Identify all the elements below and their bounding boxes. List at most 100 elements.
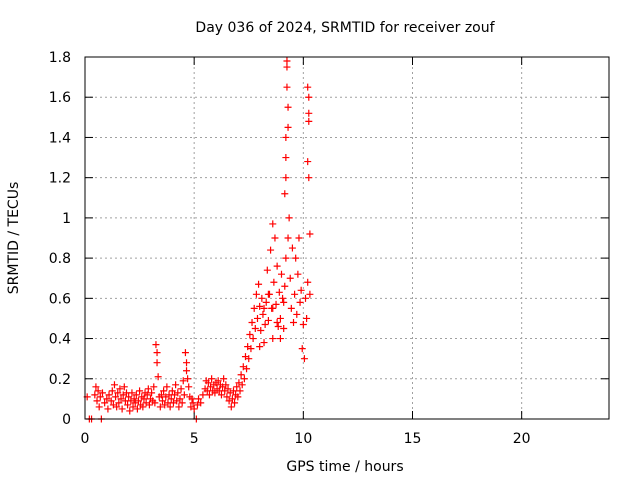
data-point — [222, 381, 230, 389]
data-point — [167, 395, 175, 403]
data-point — [258, 294, 266, 302]
data-point — [295, 234, 303, 242]
data-point — [101, 399, 109, 407]
data-point — [246, 331, 254, 339]
data-point — [271, 234, 279, 242]
data-point — [300, 355, 308, 363]
x-tick-label: 20 — [513, 431, 531, 447]
data-point — [116, 385, 124, 393]
data-point — [205, 391, 213, 399]
data-point — [275, 288, 283, 296]
data-point — [129, 403, 137, 411]
data-point — [292, 254, 300, 262]
data-point — [227, 403, 235, 411]
data-point — [249, 335, 257, 343]
data-point — [98, 389, 106, 397]
x-axis-label: GPS time / hours — [286, 459, 403, 475]
data-point — [259, 310, 267, 318]
data-point — [260, 339, 268, 347]
data-point — [95, 403, 103, 411]
data-point — [293, 310, 301, 318]
data-point — [152, 341, 160, 349]
data-point — [267, 246, 275, 254]
data-point — [156, 403, 164, 411]
data-point — [305, 109, 313, 117]
data-point — [128, 389, 136, 397]
data-point — [237, 371, 245, 379]
data-point — [304, 83, 312, 91]
y-tick-label: 0.8 — [49, 251, 71, 267]
data-point — [172, 381, 180, 389]
data-point — [276, 335, 284, 343]
data-point — [298, 345, 306, 353]
data-point — [112, 393, 120, 401]
data-point — [286, 274, 294, 282]
data-point — [126, 407, 134, 415]
data-point — [132, 391, 140, 399]
y-tick-label: 1 — [62, 211, 71, 227]
data-point — [274, 322, 282, 330]
chart-title: Day 036 of 2024, SRMTID for receiver zou… — [195, 20, 495, 36]
data-point — [208, 375, 216, 383]
data-point — [185, 383, 193, 391]
data-point — [180, 391, 188, 399]
data-point — [159, 397, 167, 405]
data-point — [220, 375, 228, 383]
tick-layer: 0 0.2 0.4 0.6 0.8 1 1.2 1.4 1.6 1.8 0 5 10 15 20 — [49, 50, 609, 447]
data-point — [238, 381, 246, 389]
x-tick-label: 10 — [294, 431, 312, 447]
data-point — [284, 234, 292, 242]
data-point — [283, 83, 291, 91]
data-point — [190, 405, 198, 413]
data-point — [270, 278, 278, 286]
data-point — [224, 385, 232, 393]
data-point — [103, 395, 111, 403]
data-point — [199, 391, 207, 399]
data-point — [231, 399, 239, 407]
y-tick-label: 0 — [62, 412, 71, 428]
data-point — [113, 403, 121, 411]
data-point — [303, 314, 311, 322]
data-point — [248, 318, 256, 326]
y-tick-label: 1.2 — [49, 171, 71, 187]
data-point — [153, 349, 161, 357]
data-point — [143, 391, 151, 399]
data-point — [255, 280, 263, 288]
data-point — [183, 367, 191, 375]
data-point — [179, 377, 187, 385]
data-point — [92, 383, 100, 391]
data-point — [144, 385, 152, 393]
data-point — [302, 294, 310, 302]
data-point — [160, 387, 168, 395]
data-point — [247, 345, 255, 353]
data-point — [261, 320, 269, 328]
plot-frame — [84, 56, 610, 420]
y-tick-label: 1.8 — [49, 50, 71, 66]
data-point — [217, 391, 225, 399]
data-point — [177, 385, 185, 393]
data-point — [272, 300, 280, 308]
data-point — [273, 318, 281, 326]
data-point — [154, 373, 162, 381]
data-point — [288, 244, 296, 252]
data-point — [117, 395, 125, 403]
data-point — [243, 365, 251, 373]
data-point — [134, 397, 142, 405]
data-point — [287, 304, 295, 312]
x-tick-label: 5 — [190, 431, 199, 447]
data-point — [305, 117, 313, 125]
data-point — [264, 316, 272, 324]
data-point — [157, 391, 165, 399]
data-point — [114, 389, 122, 397]
data-point — [163, 383, 171, 391]
data-point — [94, 387, 102, 395]
data-point — [108, 387, 116, 395]
data-point — [184, 375, 192, 383]
data-point — [124, 401, 132, 409]
data-point — [252, 290, 260, 298]
data-point — [280, 298, 288, 306]
points-layer — [83, 57, 314, 423]
y-tick-label: 1.6 — [49, 90, 71, 106]
data-point — [133, 405, 141, 413]
